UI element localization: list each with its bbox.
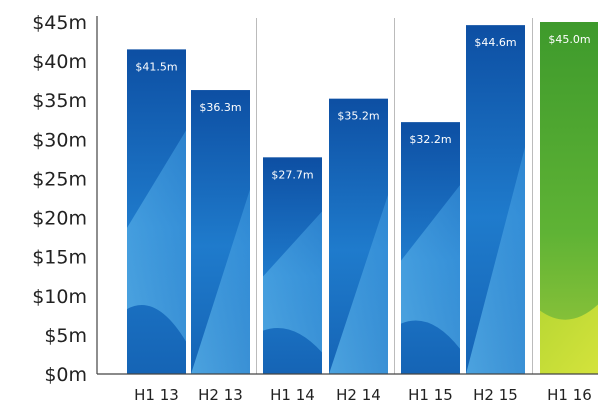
y-tick-label: $30m: [32, 129, 87, 151]
bar-shade: [127, 130, 186, 342]
y-axis: $0m $5m $10m $15m $20m $25m $30m $35m $40m $45m: [32, 12, 98, 386]
y-tick-label: $15m: [32, 247, 87, 269]
x-tick-label: H1 16: [547, 386, 592, 404]
x-tick-label: H2 15: [473, 386, 518, 404]
x-axis: H1 13 H2 13 H1 14 H2 14 H1 15 H2 15 H1 16: [97, 373, 598, 404]
data-label: $41.5m: [135, 60, 177, 73]
data-labels: $41.5m $36.3m $27.7m $35.2m $32.2m $44.6m $45.…: [135, 33, 590, 181]
bar: [329, 98, 388, 374]
data-label: $45.0m: [548, 33, 590, 46]
bar-shade: [401, 185, 460, 349]
y-tick-label: $25m: [32, 168, 87, 190]
bars: [127, 22, 598, 375]
bar-shade: [191, 189, 250, 374]
bar: [466, 25, 525, 375]
bar-shade: [466, 147, 525, 374]
x-tick-label: H1 14: [270, 386, 315, 404]
bar: [127, 49, 186, 374]
y-tick-label: $45m: [32, 12, 87, 34]
group-separators: [256, 18, 533, 374]
y-tick-label: $40m: [32, 51, 87, 73]
bar: [263, 157, 322, 374]
y-tick-label: $10m: [32, 286, 87, 308]
data-label: $32.2m: [409, 133, 451, 146]
y-tick-label: $35m: [32, 90, 87, 112]
data-label: $35.2m: [337, 110, 379, 123]
y-tick-label: $20m: [32, 208, 87, 230]
x-tick-label: H2 13: [198, 386, 243, 404]
data-label: $44.6m: [474, 36, 516, 49]
data-label: $27.7m: [271, 168, 313, 181]
y-tick-label: $0m: [44, 364, 87, 386]
x-tick-label: H2 14: [336, 386, 381, 404]
bar-shade: [540, 304, 598, 374]
y-tick-label: $5m: [44, 325, 87, 347]
x-tick-label: H1 13: [134, 386, 179, 404]
bar: [401, 122, 460, 374]
bar: [191, 90, 250, 374]
bar-shade: [263, 211, 322, 353]
bar-shade: [329, 195, 388, 374]
bar: [540, 22, 598, 374]
x-tick-label: H1 15: [408, 386, 453, 404]
data-label: $36.3m: [199, 101, 241, 114]
